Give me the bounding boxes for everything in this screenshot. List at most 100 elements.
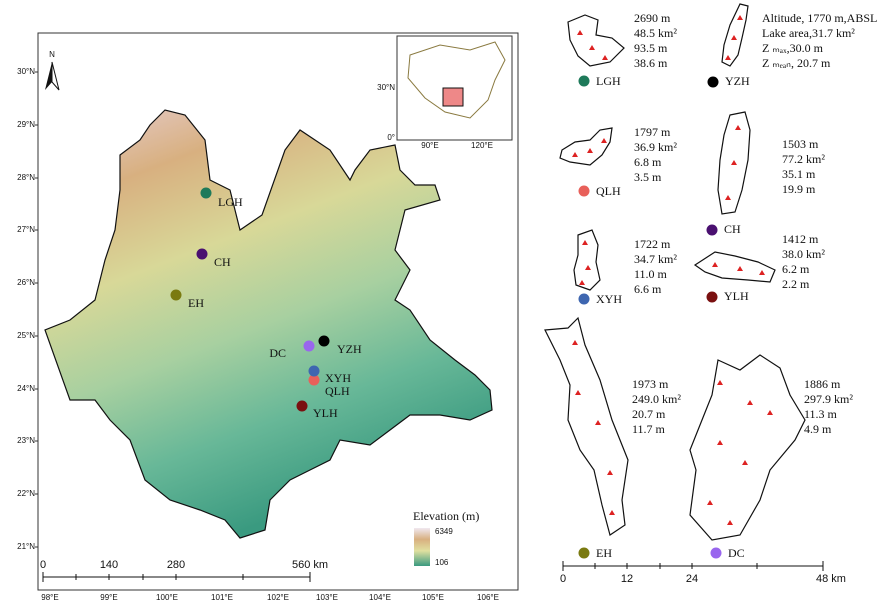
panel-lake-dot (578, 75, 590, 87)
panel-scale-label: 24 (686, 573, 698, 585)
lake-outline (693, 251, 776, 283)
lake-stat: 93.5 m (634, 41, 668, 55)
map-lake-dot (308, 365, 320, 377)
lake-stat: 1973 m (632, 377, 669, 391)
scale-label: 560 km (292, 559, 328, 571)
lake-stat: 48.5 km² (634, 26, 677, 40)
panel-lake-label: YZH (725, 74, 750, 88)
lake-stat: 34.7 km² (634, 252, 677, 266)
map-lake-dot (200, 187, 212, 199)
map-lake-label: CH (214, 255, 231, 269)
lon-label: 98°E (41, 593, 58, 602)
lake-stat: 4.9 m (804, 422, 832, 436)
map-lake-label: QLH (325, 384, 350, 398)
lat-label: 26°N (17, 278, 35, 287)
lake-stat: 11.3 m (804, 407, 838, 421)
panel-lake-dot (710, 547, 722, 559)
north-label: N (49, 50, 55, 59)
lake-stat: 20.7 m (632, 407, 666, 421)
lon-label: 99°E (100, 593, 117, 602)
map-lake-dot (308, 374, 320, 386)
lon-label: 104°E (369, 593, 391, 602)
inset-label: 30°N (377, 83, 395, 92)
lake-stat: 38.6 m (634, 56, 668, 70)
lat-label: 29°N (17, 120, 35, 129)
lake-outline (544, 316, 629, 536)
lake-stat: 38.0 km² (782, 247, 825, 261)
lake-stat: 3.5 m (634, 170, 662, 184)
legend-max: 6349 (435, 527, 453, 536)
lake-stat: 11.0 m (634, 267, 668, 281)
lat-label: 21°N (17, 542, 35, 551)
lake-outline (689, 354, 806, 541)
map-lake-label: YZH (337, 342, 362, 356)
lat-label: 30°N (17, 67, 35, 76)
lake-stat: Z ₘₑₐₙ, 20.7 m (762, 56, 831, 70)
lat-label: 22°N (17, 489, 35, 498)
panel-scale-label: 12 (621, 573, 633, 585)
lake-outline (717, 111, 751, 215)
legend-gradient (414, 528, 430, 566)
north-arrow (45, 61, 60, 91)
map-lake-label: EH (188, 296, 204, 310)
panel-lake-label: EH (596, 546, 612, 560)
lake-stat: 36.9 km² (634, 140, 677, 154)
inset-label: 120°E (471, 141, 493, 150)
map-lake-dot (170, 289, 182, 301)
lake-outline (573, 229, 601, 291)
panel-lake-dot (578, 185, 590, 197)
panel-lake-label: CH (724, 222, 741, 236)
lake-stat: 35.1 m (782, 167, 816, 181)
map-lake-dot (196, 248, 208, 260)
lake-stat: 6.8 m (634, 155, 662, 169)
lake-outline (567, 14, 625, 67)
lake-stat: 1503 m (782, 137, 819, 151)
scale-label: 280 (167, 559, 185, 571)
lake-stat: Z ₘₐₓ,30.0 m (762, 41, 824, 55)
lon-label: 103°E (316, 593, 338, 602)
lake-stat: 2690 m (634, 11, 671, 25)
yunnan-region (44, 109, 493, 539)
map-lake-label: YLH (313, 406, 338, 420)
lat-label: 28°N (17, 173, 35, 182)
lat-label: 24°N (17, 384, 35, 393)
lake-outline (721, 3, 749, 67)
panel-lake-dot (578, 547, 590, 559)
inset-china (407, 41, 506, 119)
panel-lake-label: YLH (724, 289, 749, 303)
map-lake-label: XYH (325, 371, 351, 385)
legend-title: Elevation (m) (413, 509, 479, 523)
panel-lake-dot (707, 76, 719, 88)
lat-label: 23°N (17, 436, 35, 445)
map-lake-dot (296, 400, 308, 412)
lake-stat: 1886 m (804, 377, 841, 391)
lake-stat: 1412 m (782, 232, 819, 246)
inset-label: 90°E (421, 141, 438, 150)
scale-label: 0 (40, 559, 46, 571)
map-frame (37, 32, 519, 591)
map-scale-bar (42, 572, 311, 582)
lake-stat: 77.2 km² (782, 152, 825, 166)
lake-stat: 297.9 km² (804, 392, 853, 406)
sample-sites (572, 15, 773, 525)
panel-lake-label: LGH (596, 74, 621, 88)
legend-min: 106 (435, 558, 449, 567)
panel-lake-dot (706, 291, 718, 303)
lon-label: 106°E (477, 593, 499, 602)
map-lake-label: DC (269, 346, 286, 360)
lake-stat: 6.2 m (782, 262, 810, 276)
lake-stat: 249.0 km² (632, 392, 681, 406)
lake-stat: 19.9 m (782, 182, 816, 196)
lake-stat: Lake area,31.7 km² (762, 26, 855, 40)
panel-lake-dot (706, 224, 718, 236)
lon-label: 102°E (267, 593, 289, 602)
panel-scale-label: 0 (560, 573, 566, 585)
panel-lake-label: QLH (596, 184, 621, 198)
lake-stat: Altitude, 1770 m,ABSL (762, 11, 877, 25)
lake-outline (559, 127, 613, 166)
lat-label: 27°N (17, 225, 35, 234)
scale-label: 140 (100, 559, 118, 571)
lake-stat: 1722 m (634, 237, 671, 251)
lon-label: 100°E (156, 593, 178, 602)
